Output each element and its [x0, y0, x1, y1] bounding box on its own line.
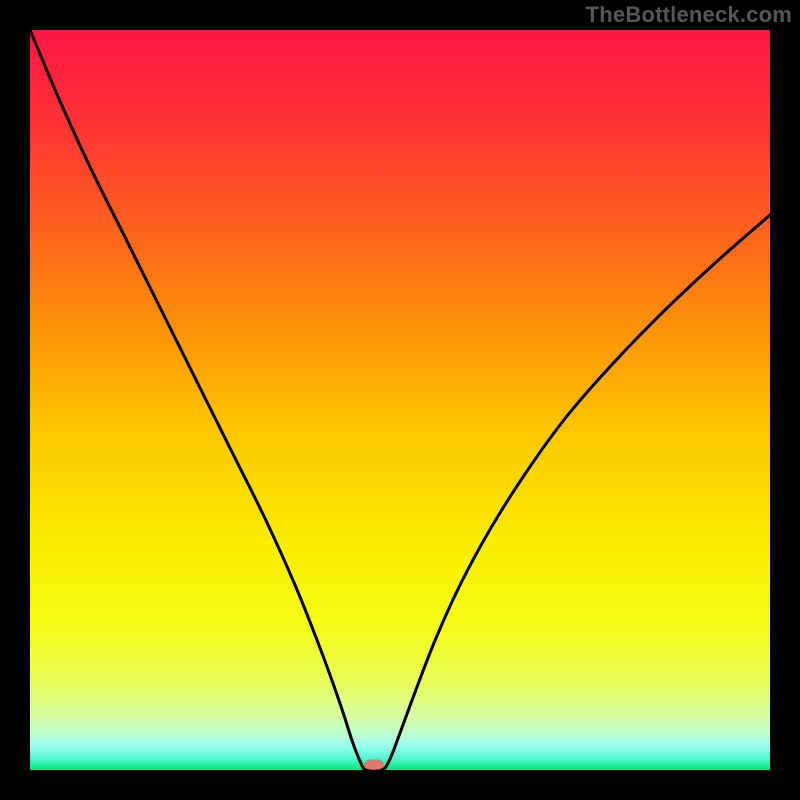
bottleneck-chart [0, 0, 800, 800]
chart-container: TheBottleneck.com [0, 0, 800, 800]
plot-background [30, 30, 770, 770]
watermark-text: TheBottleneck.com [586, 2, 792, 28]
